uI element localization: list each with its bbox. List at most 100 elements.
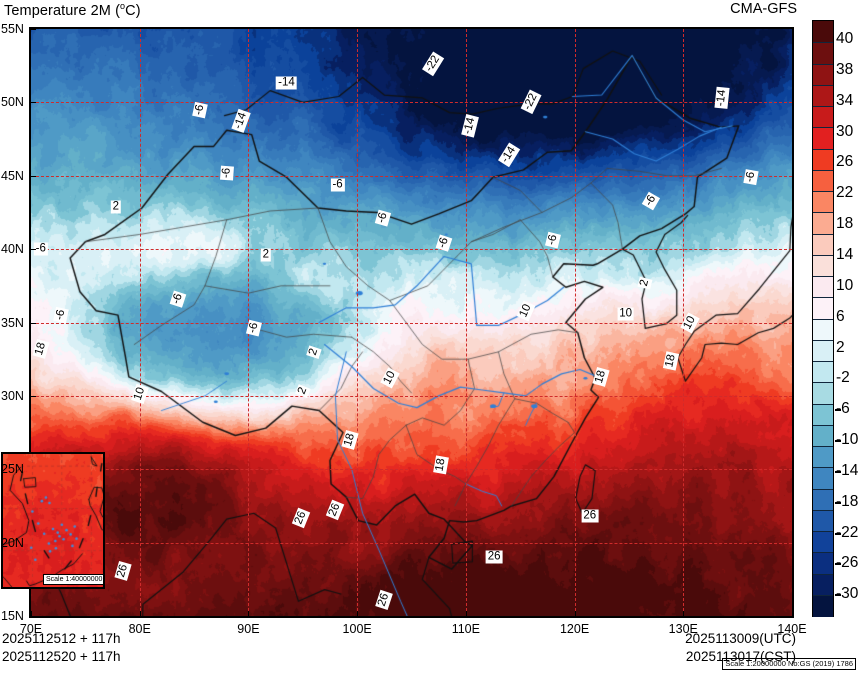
colorbar-band (813, 254, 833, 277)
colorbar[interactable] (812, 20, 834, 617)
colorbar-band (813, 403, 833, 426)
colorbar-separator (813, 446, 833, 447)
valid-time-block: 2025113009(UTC) 2025113017(CST) (685, 630, 796, 666)
contour-label: 18 (432, 455, 449, 475)
colorbar-separator (813, 361, 833, 362)
south-china-sea-inset-map[interactable]: Scale 1:40000000 (1, 452, 105, 589)
lat-tick-label-15N: 15N (1, 609, 24, 623)
lon-tick-mark (357, 611, 359, 616)
contour-label: 2 (260, 248, 272, 262)
model-label: CMA-GFS (730, 1, 797, 17)
lon-tick-mark (465, 611, 467, 616)
colorbar-separator (813, 573, 833, 575)
lat-tick-mark (31, 29, 36, 30)
colorbar-tick-label: -2 (836, 369, 850, 387)
lat-tick-label-35N: 35N (1, 315, 24, 330)
colorbar-tick-label: 2 (836, 338, 845, 356)
colorbar-band (813, 191, 833, 213)
contour-label: -6 (330, 178, 345, 192)
colorbar-band (813, 361, 833, 383)
colorbar-band (813, 488, 833, 511)
lat-tick-mark (31, 249, 36, 251)
contour-label: -6 (219, 165, 234, 181)
lon-tick-mark (31, 611, 32, 616)
colorbar-tick-label: 34 (836, 91, 854, 109)
colorbar-separator (813, 531, 833, 532)
lon-tick-label-130E: 130E (668, 622, 698, 636)
map-plot-area[interactable]: -14 -22 -6 -14 -14 -22 -14 -6 -6 -14 -6 -6 -6 2 -6 2 -6-… (29, 27, 794, 618)
colorbar-separator (813, 84, 833, 86)
colorbar-tick-label: -6 (836, 400, 850, 418)
colorbar-separator (813, 169, 833, 171)
lat-tick-mark (31, 616, 36, 617)
lat-tick-mark (31, 395, 36, 397)
colorbar-separator (813, 106, 833, 107)
page-title-text: Temperature 2M ( (4, 2, 121, 19)
colorbar-band (813, 446, 833, 468)
colorbar-tick-label: 38 (836, 60, 854, 78)
colorbar-band (813, 106, 833, 128)
colorbar-separator (813, 42, 833, 44)
colorbar-tick-mark (835, 501, 841, 504)
colorbar-band (813, 148, 833, 171)
contour-label: 26 (485, 550, 503, 564)
colorbar-separator (813, 63, 833, 65)
colorbar-tick-label: 22 (836, 184, 854, 202)
colorbar-band (813, 382, 833, 405)
colorbar-tick-label: -18 (836, 492, 859, 510)
lon-tick-mark (574, 611, 576, 616)
lat-tick-mark (31, 322, 36, 324)
lat-tick-label-50N: 50N (1, 95, 24, 110)
valid-time-cst: 2025113017(CST) (685, 649, 796, 664)
lon-tick-label-80E: 80E (128, 622, 151, 636)
colorbar-separator (813, 297, 833, 299)
colorbar-tick-mark (835, 440, 841, 443)
colorbar-tick-mark (835, 409, 841, 412)
lon-tick-label-120E: 120E (559, 622, 590, 636)
contour-label: 2 (110, 200, 121, 214)
lat-tick-label-20N: 20N (1, 535, 24, 550)
contour-label: -14 (276, 76, 297, 90)
map-scale-label: Scale 1:20000000 No:GS (2019) 1786 (722, 658, 856, 670)
colorbar-band (813, 424, 833, 447)
colorbar-tick-mark (835, 470, 841, 473)
contour-label: -14 (714, 87, 730, 109)
colorbar-separator (813, 382, 833, 384)
lat-tick-label-25N: 25N (1, 462, 24, 477)
lat-tick-label-45N: 45N (1, 168, 24, 183)
colorbar-band (813, 339, 833, 362)
colorbar-tick-label: 30 (836, 122, 854, 140)
colorbar-separator (813, 318, 833, 320)
colorbar-tick-label: -22 (836, 523, 859, 541)
colorbar-band (813, 212, 833, 235)
colorbar-band (813, 297, 833, 320)
lon-tick-mark (683, 611, 685, 616)
colorbar-band (813, 573, 833, 596)
inset-temperature-canvas (3, 454, 103, 587)
lon-tick-mark (248, 611, 250, 616)
lat-tick-label-40N: 40N (1, 242, 24, 257)
lon-tick-label-110E: 110E (451, 622, 480, 636)
colorbar-separator (813, 276, 833, 277)
colorbar-separator (813, 488, 833, 490)
colorbar-tick-mark (835, 594, 841, 597)
colorbar-tick-label: 14 (836, 246, 854, 264)
init-time-cst: 2025112520 + 117h (2, 649, 121, 664)
lat-tick-mark (31, 102, 36, 104)
contour-label: -6 (33, 242, 48, 256)
colorbar-tick-label: 18 (836, 215, 854, 233)
lon-tick-label-100E: 100E (342, 622, 372, 636)
colorbar-tick-label: 6 (836, 307, 845, 325)
contour-label: 26 (581, 509, 599, 523)
colorbar-band (813, 233, 833, 256)
colorbar-band (813, 84, 833, 107)
colorbar-separator (813, 424, 833, 426)
lat-tick-label-30N: 30N (1, 388, 24, 403)
colorbar-tick-label: -26 (836, 554, 859, 572)
valid-time-utc: 2025113009(UTC) (685, 631, 796, 646)
colorbar-tick-label: 40 (836, 30, 854, 48)
colorbar-band (813, 127, 833, 150)
colorbar-band (813, 467, 833, 490)
degree-symbol: o (120, 1, 126, 11)
colorbar-tick-mark (835, 563, 841, 566)
